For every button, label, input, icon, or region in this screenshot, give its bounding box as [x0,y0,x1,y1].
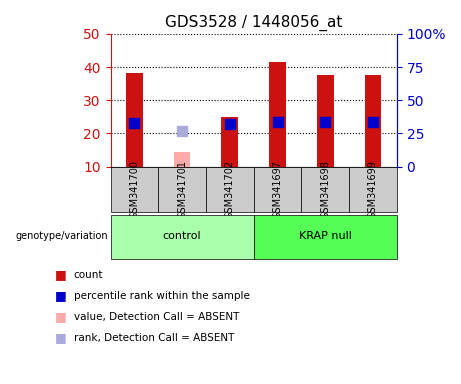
Text: GSM341700: GSM341700 [130,160,139,219]
Bar [317,75,334,167]
Text: percentile rank within the sample: percentile rank within the sample [74,291,250,301]
Title: GDS3528 / 1448056_at: GDS3528 / 1448056_at [165,15,343,31]
Text: GSM341701: GSM341701 [177,160,187,219]
Point [274,119,281,125]
FancyBboxPatch shape [254,215,397,259]
Text: GSM341698: GSM341698 [320,160,330,219]
Point [369,119,377,125]
Text: ■: ■ [55,331,67,344]
Text: ■: ■ [55,289,67,302]
Text: GSM341702: GSM341702 [225,160,235,219]
Bar [269,62,286,167]
FancyBboxPatch shape [158,167,206,212]
Text: genotype/variation: genotype/variation [16,231,108,241]
FancyBboxPatch shape [254,167,301,212]
Bar [365,75,381,167]
Text: count: count [74,270,103,280]
Text: rank, Detection Call = ABSENT: rank, Detection Call = ABSENT [74,333,234,343]
FancyBboxPatch shape [349,167,397,212]
FancyBboxPatch shape [111,215,254,259]
FancyBboxPatch shape [111,167,158,212]
Bar [126,73,143,167]
Bar [221,117,238,167]
Point [226,121,234,127]
Text: GSM341699: GSM341699 [368,160,378,219]
FancyBboxPatch shape [301,167,349,212]
Point [131,120,138,126]
Text: ■: ■ [55,310,67,323]
Text: KRAP null: KRAP null [299,231,352,241]
Bar [174,152,190,167]
Point [178,128,186,134]
Text: value, Detection Call = ABSENT: value, Detection Call = ABSENT [74,312,239,322]
Text: GSM341697: GSM341697 [272,160,283,219]
Point [321,119,329,125]
Text: control: control [163,231,201,241]
FancyBboxPatch shape [206,167,254,212]
Text: ■: ■ [55,268,67,281]
